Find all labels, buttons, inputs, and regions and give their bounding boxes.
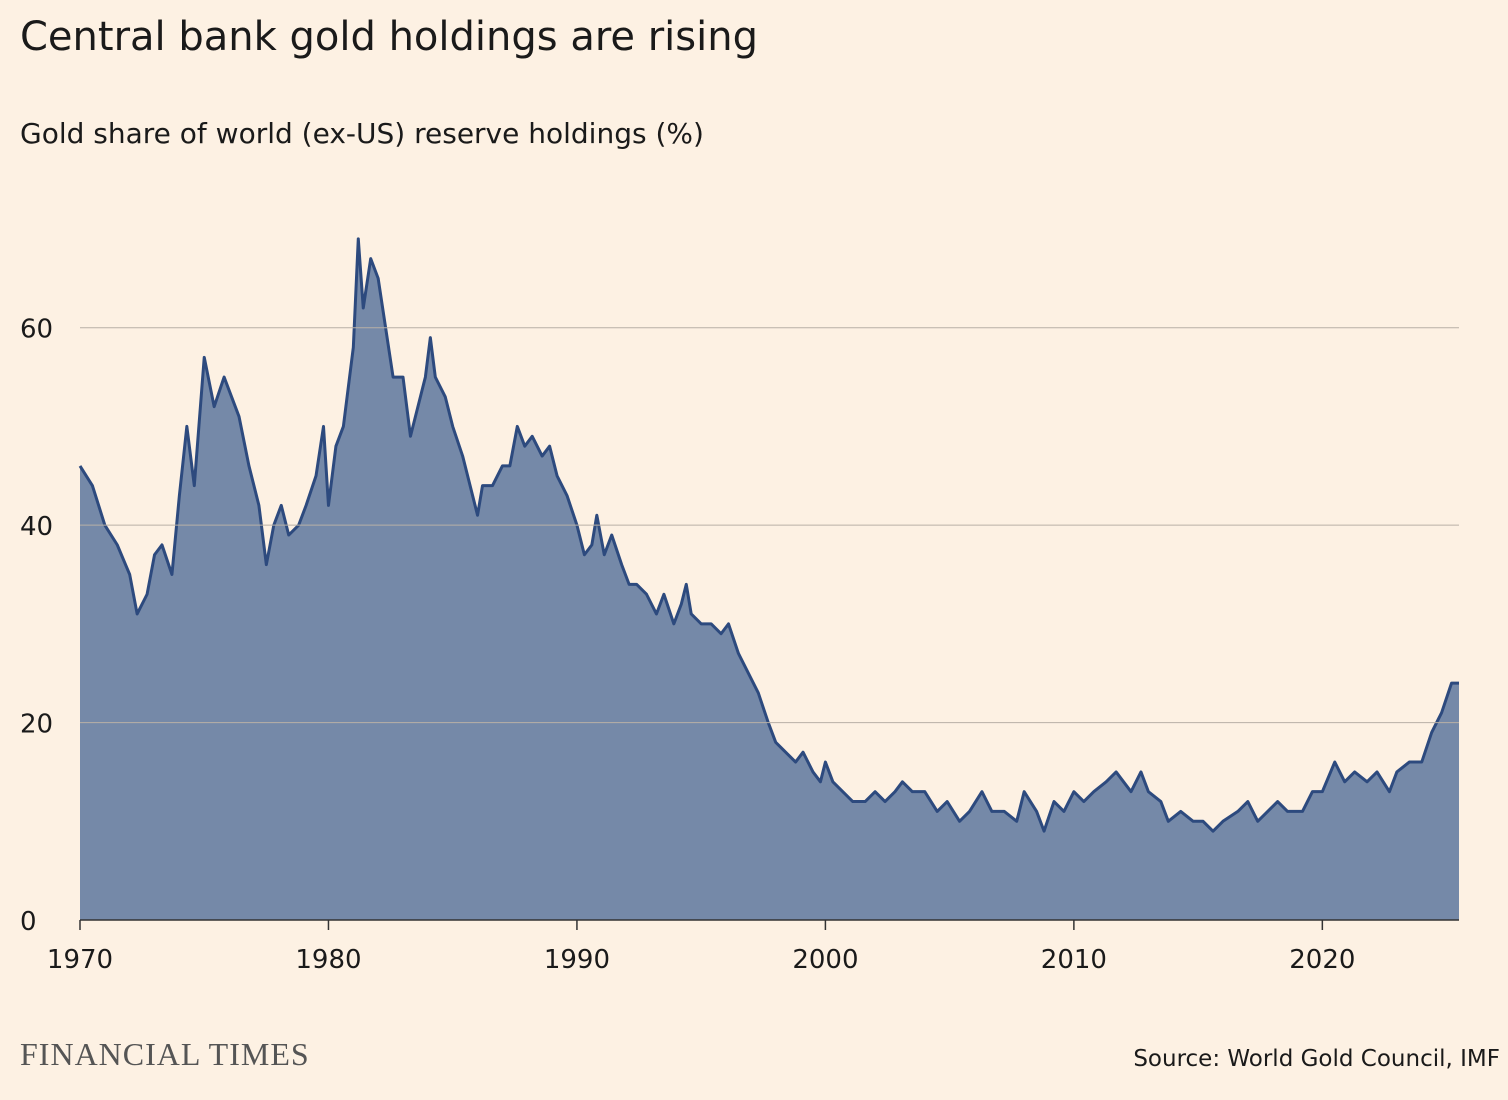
area-line <box>78 237 1459 833</box>
y-tick-label: 20 <box>20 710 53 740</box>
chart-title: Central bank gold holdings are rising <box>20 14 758 60</box>
chart-subtitle: Gold share of world (ex-US) reserve hold… <box>20 117 704 150</box>
brand: FINANCIAL TIMES <box>20 1036 310 1072</box>
x-tick-label: 2020 <box>1289 945 1355 975</box>
x-tick-label: 1990 <box>544 945 610 975</box>
x-tick-label: 2000 <box>792 945 858 975</box>
x-tick-label: 1980 <box>295 945 361 975</box>
x-tick-label: 2010 <box>1041 945 1107 975</box>
y-tick-label: 0 <box>20 907 37 937</box>
source: Source: World Gold Council, IMF <box>1133 1046 1500 1072</box>
y-tick-label: 60 <box>20 315 53 345</box>
area <box>80 238 1459 920</box>
y-tick-label: 40 <box>20 512 53 542</box>
x-tick-label: 1970 <box>47 945 113 975</box>
